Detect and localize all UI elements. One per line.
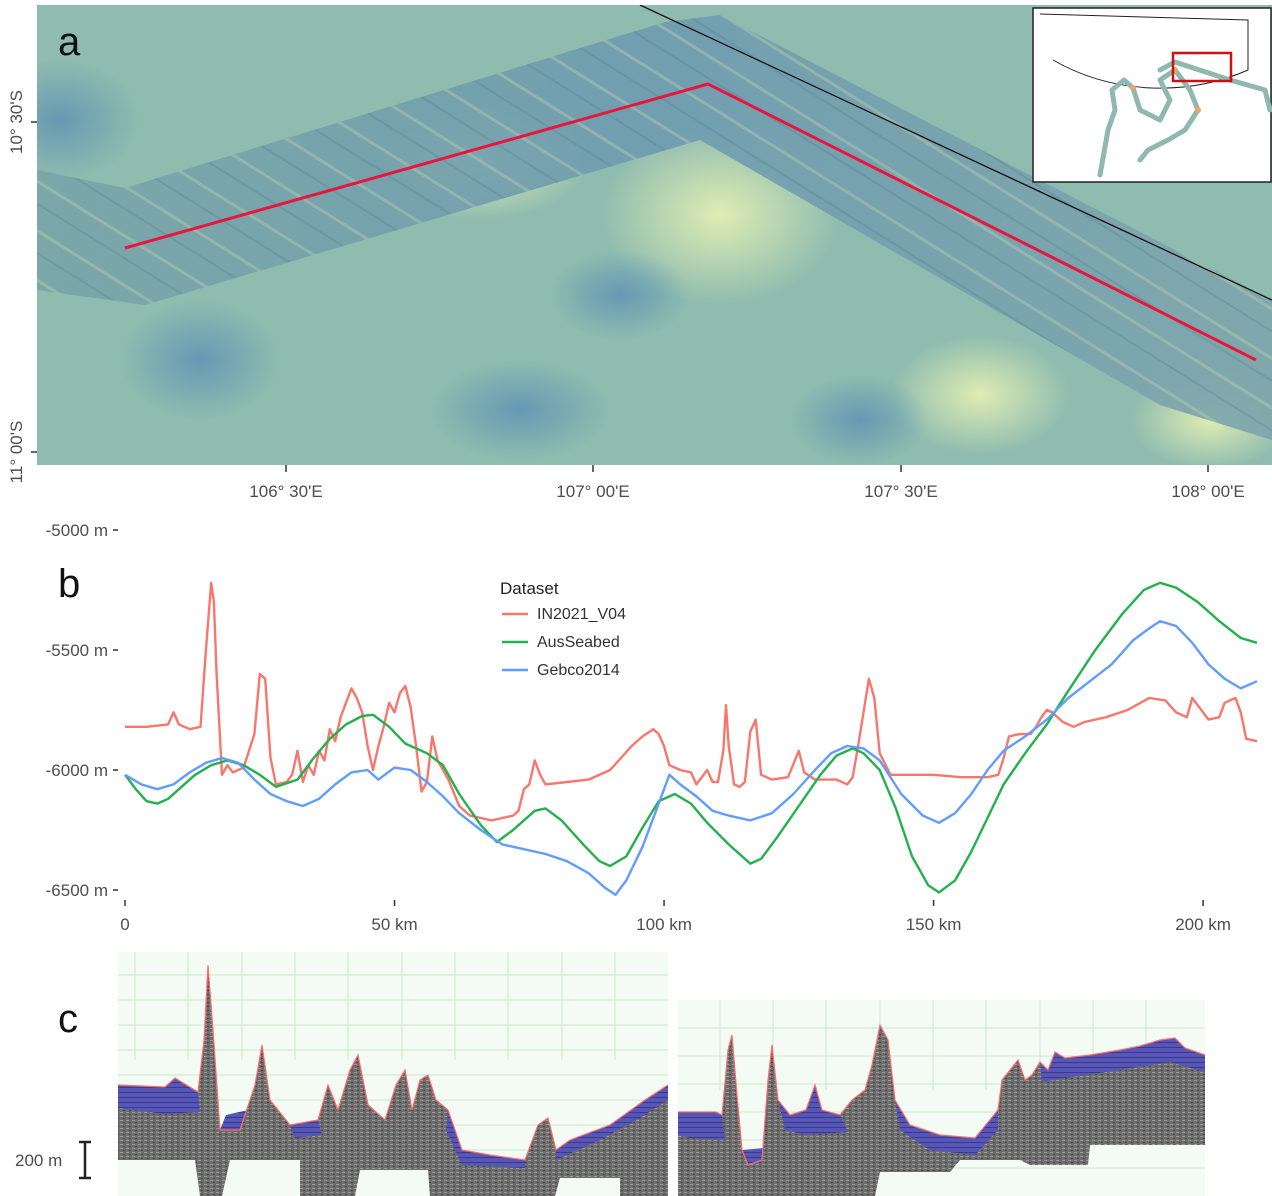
seismic-sediment	[118, 1078, 668, 1168]
series-line-gebco2014	[124, 620, 1258, 896]
series-line-in2021-v04	[125, 581, 1258, 822]
seafloor-pick	[117, 964, 669, 1161]
longitude-axis: 106° 30'E 107° 00'E 107° 30'E 108° 00'E	[249, 465, 1245, 501]
deep-area	[430, 360, 610, 460]
seismic-basement	[118, 965, 668, 1196]
y-tick-label: -6500 m	[46, 881, 108, 900]
x-tick-label: 50 km	[371, 915, 417, 934]
lon-tick-label: 107° 30'E	[864, 482, 937, 501]
profile-panel: b -5000 m -5500 m -6000 m -6500 m 0 50 km 100…	[46, 521, 1258, 934]
seismic-section-right	[678, 1000, 1206, 1196]
seismic-panel: c	[15, 952, 1206, 1196]
scale-bar: 200 m	[15, 1140, 91, 1180]
latitude-axis: 10° 30'S 11° 00'S	[7, 90, 37, 483]
transect-route	[124, 82, 1257, 362]
location-inset	[1032, 7, 1272, 183]
panel-label-b: b	[58, 562, 80, 606]
deep-area	[37, 60, 140, 180]
legend-entry: IN2021_V04	[537, 606, 626, 623]
legend-entry: AusSeabed	[537, 634, 620, 651]
lat-tick-label: 10° 30'S	[7, 90, 26, 154]
inset-area-box	[1171, 51, 1233, 83]
swath-texture	[37, 15, 1272, 440]
panel-label-c: c	[58, 997, 78, 1041]
y-tick-label: -5500 m	[46, 641, 108, 660]
seismic-sediment	[678, 1038, 1205, 1165]
seafloor-pick	[678, 1023, 1206, 1166]
lon-tick-label: 106° 30'E	[249, 482, 322, 501]
deep-area	[790, 375, 930, 465]
deep-area	[550, 250, 690, 340]
x-tick-label: 200 km	[1175, 915, 1231, 934]
y-tick-label: -6000 m	[46, 761, 108, 780]
scale-bar-label: 200 m	[15, 1151, 62, 1170]
legend-title: Dataset	[500, 579, 559, 598]
inset-track-highlight	[1130, 85, 1136, 91]
legend-entry: Gebco2014	[537, 662, 620, 679]
series-line-ausseabed	[124, 581, 1258, 894]
y-tick-label: -5000 m	[46, 521, 108, 540]
inset-track-highlight	[1195, 107, 1201, 113]
x-tick-label: 150 km	[906, 915, 962, 934]
legend: Dataset IN2021_V04 AusSeabed Gebco2014	[500, 579, 626, 679]
x-axis: 0 50 km 100 km 150 km 200 km	[120, 900, 1231, 934]
lon-tick-label: 108° 00'E	[1171, 482, 1244, 501]
x-tick-label: 100 km	[636, 915, 692, 934]
boundary-line	[639, 5, 1272, 301]
lon-tick-label: 107° 00'E	[556, 482, 629, 501]
shallow-area	[890, 335, 1070, 455]
inset-outline	[1039, 13, 1249, 89]
panel-label-a: a	[58, 20, 81, 64]
seismic-section-left	[117, 952, 669, 1196]
inset-frame	[1032, 7, 1272, 183]
lat-tick-label: 11° 00'S	[7, 421, 26, 484]
deep-area	[120, 300, 280, 420]
x-tick-label: 0	[120, 915, 129, 934]
map-panel: a 10° 30'S 11° 00'S 106° 30'E 107° 00'E …	[7, 5, 1272, 501]
y-axis: -5000 m -5500 m -6000 m -6500 m	[46, 521, 118, 900]
profile-lines	[124, 581, 1258, 896]
